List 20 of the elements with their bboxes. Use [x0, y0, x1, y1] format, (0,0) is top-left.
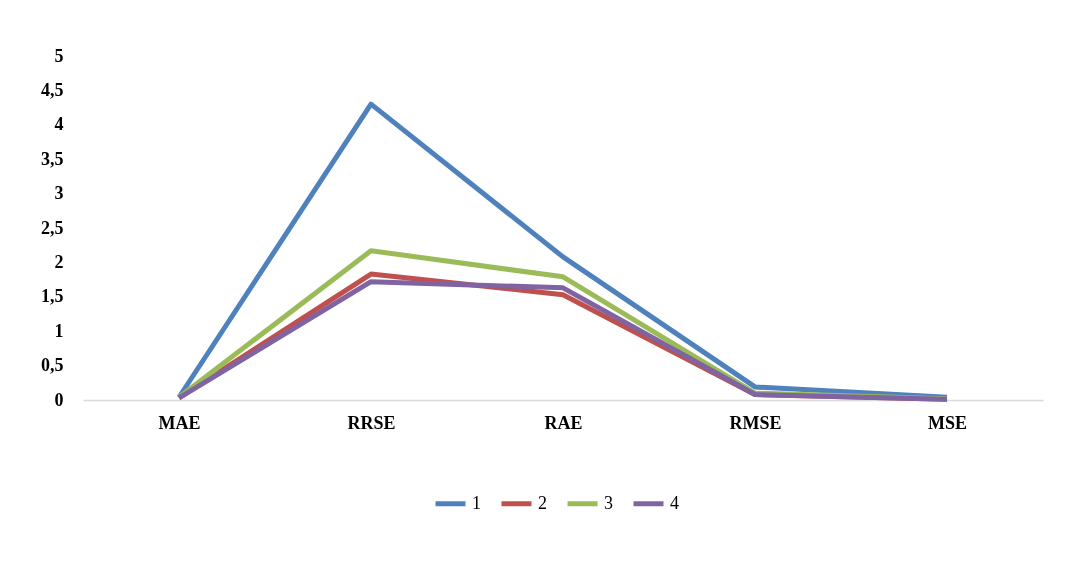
- y-tick-label: 4,5: [41, 79, 64, 100]
- y-tick-label: 3: [54, 183, 64, 204]
- y-tick-label: 3,5: [41, 148, 64, 169]
- y-tick-label: 0,5: [41, 355, 64, 376]
- y-tick-label: 2: [54, 251, 64, 272]
- x-tick-label: MSE: [927, 412, 968, 433]
- legend-label: 1: [472, 492, 481, 513]
- legend-label: 4: [670, 492, 679, 513]
- y-tick-label: 2,5: [41, 217, 64, 238]
- x-tick-label: RAE: [544, 412, 583, 433]
- legend-label: 2: [538, 492, 547, 513]
- y-tick-label: 5: [54, 45, 64, 66]
- x-tick-label: RRSE: [347, 412, 396, 433]
- y-tick-label: 4: [54, 114, 64, 135]
- y-tick-label: 1,5: [41, 286, 64, 307]
- y-tick-label: 0: [54, 389, 64, 410]
- y-tick-label: 1: [54, 320, 64, 341]
- x-tick-label: MAE: [158, 412, 201, 433]
- x-tick-label: RMSE: [729, 412, 782, 433]
- legend-label: 3: [604, 492, 613, 513]
